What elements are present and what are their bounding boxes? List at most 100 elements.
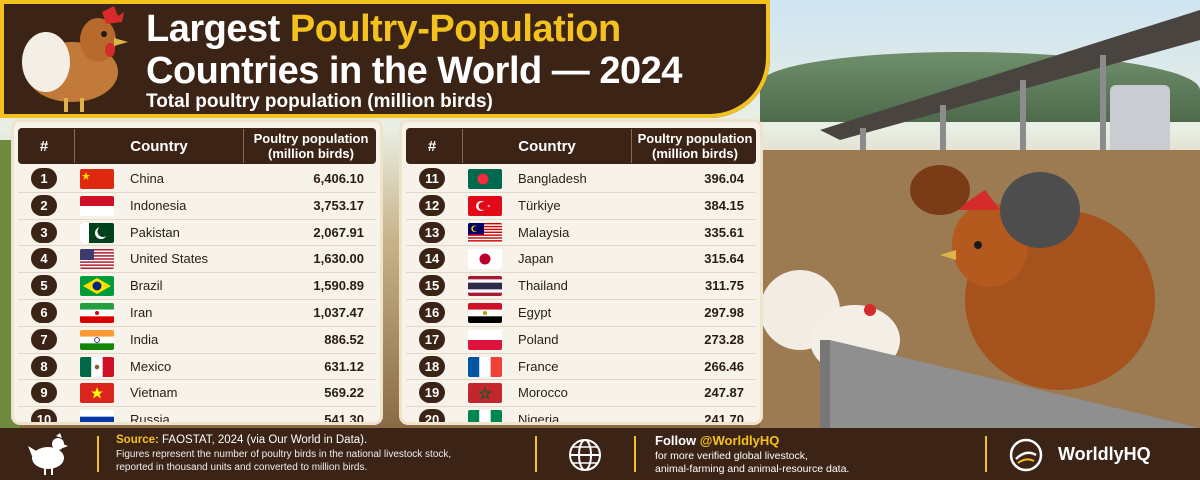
rank-badge: 11: [419, 168, 445, 189]
rank-badge: 4: [31, 248, 57, 270]
population-value: 273.28: [704, 331, 744, 347]
population-value: 631.12: [324, 358, 364, 374]
population-value: 2,067.91: [313, 224, 364, 240]
source-line: Source: FAOSTAT, 2024 (via Our World in …: [116, 434, 368, 446]
flag-cn-icon: [80, 169, 114, 189]
table-row: 15 Thailand 311.75: [406, 273, 756, 300]
table-row: 4 United States 1,630.00: [18, 246, 376, 274]
flag-mx-icon: [80, 356, 114, 377]
table-row: 18 France 266.46: [406, 354, 756, 381]
table-row: 19 Morocco 247.87: [406, 380, 756, 408]
country-name: Brazil: [130, 278, 163, 294]
table-row: 6 Iran 1,037.47: [18, 300, 376, 327]
rank-badge: 19: [419, 382, 445, 404]
footer-bar: Source: FAOSTAT, 2024 (via Our World in …: [0, 428, 1200, 480]
flag-fr-icon: [468, 356, 502, 377]
rank-badge: 2: [31, 194, 57, 216]
header-population: Poultry population (million birds): [637, 131, 753, 161]
follow-line2: for more verified global livestock,: [655, 450, 808, 462]
country-name: Iran: [130, 304, 153, 320]
follow-line3: animal-farming and animal-resource data.: [655, 463, 850, 475]
flag-th-icon: [468, 276, 502, 297]
page-subtitle: Total poultry population (million birds): [146, 91, 493, 112]
table-row: 1 China 6,406.10: [18, 166, 376, 193]
flag-jp-icon: [468, 249, 502, 270]
header-country: Country: [74, 129, 244, 163]
flag-tr-icon: [468, 195, 502, 216]
rank-badge: 13: [419, 221, 445, 243]
rank-badge: 6: [31, 301, 57, 323]
country-name: Vietnam: [130, 385, 178, 401]
population-value: 569.22: [324, 385, 364, 401]
page-title-line2: Countries in the World — 2024: [146, 50, 682, 92]
table-row: 14 Japan 315.64: [406, 246, 756, 274]
table-row: 20 Nigeria 241.70: [406, 407, 756, 422]
table-row: 8 Mexico 631.12: [18, 354, 376, 381]
flag-us-icon: [80, 249, 114, 270]
worldlyhq-logo-icon: [1009, 438, 1043, 472]
flag-eg-icon: [468, 302, 502, 323]
table-row: 5 Brazil 1,590.89: [18, 273, 376, 300]
flag-bd-icon: [468, 169, 502, 189]
rank-badge: 3: [31, 221, 57, 243]
rank-badge: 5: [31, 275, 57, 297]
title-banner: Largest Poultry-Population Countries in …: [0, 0, 770, 118]
population-value: 266.46: [704, 358, 744, 374]
population-value: 1,590.89: [313, 278, 364, 294]
country-name: Poland: [518, 331, 559, 347]
country-name: United States: [130, 251, 209, 267]
table-row: 11 Bangladesh 396.04: [406, 166, 756, 193]
country-name: Japan: [518, 251, 554, 267]
country-name: China: [130, 171, 164, 186]
header-rank: #: [427, 138, 437, 155]
flag-ir-icon: [80, 302, 114, 323]
population-value: 384.15: [704, 197, 744, 213]
header-population: Poultry population (million birds): [253, 131, 369, 161]
header-rank: #: [39, 138, 49, 155]
country-name: Russia: [130, 412, 170, 422]
rank-badge: 8: [31, 355, 57, 377]
table-row: 3 Pakistan 2,067.91: [18, 220, 376, 247]
population-value: 886.52: [324, 331, 364, 347]
hen-icon: [10, 2, 134, 119]
country-name: Pakistan: [130, 224, 180, 240]
table-row: 7 India 886.52: [18, 327, 376, 354]
country-name: France: [518, 358, 559, 374]
table-row: 12 Türkiye 384.15: [406, 193, 756, 220]
rank-badge: 10: [31, 409, 57, 422]
hen-icon: [28, 433, 68, 475]
ranking-table-1-10: # Country Poultry population (million bir…: [14, 122, 380, 422]
table-row: 10 Russia 541.30: [18, 407, 376, 422]
rank-badge: 16: [419, 301, 445, 323]
country-name: Egypt: [518, 304, 552, 320]
flag-ru-icon: [80, 410, 114, 422]
rank-badge: 18: [419, 355, 445, 377]
table-rows: 11 Bangladesh 396.04 12 Türkiye 384.15 13 Malay…: [406, 166, 756, 422]
rank-badge: 12: [419, 194, 445, 216]
table-row: 16 Egypt 297.98: [406, 300, 756, 327]
country-name: Türkiye: [518, 197, 561, 213]
page-title-line1: Largest Poultry-Population: [146, 8, 621, 50]
source-note-line1: Figures represent the number of poultry …: [116, 449, 452, 460]
flag-id-icon: [80, 195, 114, 216]
rank-badge: 15: [419, 275, 445, 297]
country-name: Bangladesh: [518, 171, 587, 186]
rank-badge: 1: [31, 168, 57, 189]
flag-ng-icon: [468, 410, 502, 422]
table-header: # Country Poultry population (million bir…: [18, 128, 376, 164]
country-name: Mexico: [130, 358, 172, 374]
table-row: 9 Vietnam 569.22: [18, 380, 376, 408]
divider: [985, 436, 987, 472]
population-value: 1,037.47: [313, 304, 364, 320]
header-country: Country: [462, 129, 632, 163]
table-rows: 1 China 6,406.10 2 Indonesia 3,753.17 3 Pakista…: [18, 166, 376, 422]
rank-badge: 7: [31, 328, 57, 350]
flag-br-icon: [80, 276, 114, 297]
flag-vn-icon: [80, 383, 114, 404]
barn-roof-illustration: [820, 10, 1200, 160]
rank-badge: 20: [419, 409, 445, 422]
country-name: India: [130, 331, 159, 347]
rank-badge: 14: [419, 248, 445, 270]
population-value: 1,630.00: [313, 251, 364, 267]
population-value: 315.64: [704, 251, 744, 267]
